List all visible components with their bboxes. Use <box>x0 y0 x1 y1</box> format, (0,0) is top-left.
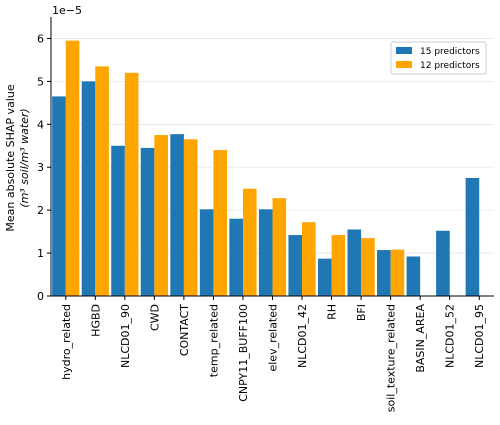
x-tick-label-nlcd01-95: NLCD01_95 <box>473 304 486 368</box>
bar-12-predictors-contact <box>183 139 198 296</box>
legend-frame <box>390 41 487 75</box>
x-tick-label-hydro-related: hydro_related <box>60 304 73 380</box>
legend-swatch-15-predictors <box>396 47 412 54</box>
y-tick-label-1: 1 <box>37 247 44 260</box>
bar-12-predictors-cnpy11-buff100 <box>242 188 257 296</box>
bar-15-predictors-cnpy11-buff100 <box>229 218 243 296</box>
bar-15-predictors-rh <box>317 258 332 296</box>
legend-label-15-predictors: 15 predictors <box>420 47 480 57</box>
y-tick-label-5: 5 <box>37 75 44 88</box>
bar-15-predictors-cwd <box>140 147 155 296</box>
x-tick-label-soil-texture-related: soil_texture_related <box>385 304 398 412</box>
bar-15-predictors-nlcd01-95 <box>465 177 480 296</box>
x-tick-label-rh: RH <box>326 304 339 320</box>
bar-12-predictors-rh <box>331 235 346 296</box>
y-axis-label-line1: Mean absolute SHAP value <box>4 84 17 231</box>
x-tick-label-bfi: BFI <box>355 304 368 321</box>
x-tick-label-contact: CONTACT <box>178 304 191 356</box>
bar-15-predictors-soil-texture-related <box>377 250 391 296</box>
x-tick-label-temp-related: temp_related <box>207 304 220 377</box>
bar-15-predictors-hydro-related <box>52 96 66 297</box>
x-tick-label-basin-area: BASIN_AREA <box>414 304 427 373</box>
x-tick-label-cwd: CWD <box>148 304 161 331</box>
bar-15-predictors-basin-area <box>406 256 421 296</box>
bar-12-predictors-hgbd <box>95 66 109 296</box>
y-tick-label-4: 4 <box>37 118 44 131</box>
bar-15-predictors-hgbd <box>81 81 96 296</box>
x-tick-label-elev-related: elev_related <box>267 304 280 372</box>
bar-marks <box>52 40 480 297</box>
bar-12-predictors-bfi <box>361 238 375 296</box>
legend-label-12-predictors: 12 predictors <box>420 61 480 71</box>
bar-15-predictors-temp-related <box>199 209 214 296</box>
y-tick-label-6: 6 <box>37 32 44 45</box>
bar-15-predictors-nlcd01-42 <box>288 235 303 296</box>
y-tick-label-2: 2 <box>37 204 44 217</box>
x-tick-label-nlcd01-90: NLCD01_90 <box>119 304 132 368</box>
y-tick-label-3: 3 <box>37 161 44 174</box>
bar-15-predictors-nlcd01-52 <box>436 230 450 296</box>
x-axis: hydro_related HGBD NLCD01_90 CWD CONTACT temp… <box>51 295 494 412</box>
y-scale-label: 1e−5 <box>52 4 82 17</box>
legend: 15 predictors 12 predictors <box>390 41 487 75</box>
y-tick-label-0: 0 <box>37 290 44 303</box>
bar-12-predictors-nlcd01-42 <box>302 222 316 296</box>
x-tick-label-hgbd: HGBD <box>89 304 102 337</box>
bar-12-predictors-cwd <box>154 135 168 296</box>
y-axis: 0 1 2 3 4 5 6 <box>37 17 52 303</box>
bar-12-predictors-temp-related <box>213 150 228 296</box>
bar-15-predictors-contact <box>170 134 184 296</box>
x-tick-label-cnpy11-buff100: CNPY11_BUFF100 <box>237 304 250 402</box>
legend-swatch-12-predictors <box>396 61 412 68</box>
x-tick-label-nlcd01-52: NLCD01_52 <box>444 304 457 368</box>
x-tick-label-nlcd01-42: NLCD01_42 <box>296 304 309 368</box>
y-axis-label-line2: (m³ soil/m³ water) <box>18 108 31 207</box>
bar-15-predictors-elev-related <box>258 209 273 296</box>
bar-12-predictors-elev-related <box>272 198 287 296</box>
bar-12-predictors-hydro-related <box>65 40 80 296</box>
bar-12-predictors-soil-texture-related <box>390 249 405 296</box>
bar-15-predictors-bfi <box>347 229 362 296</box>
bar-12-predictors-nlcd01-90 <box>124 72 139 296</box>
bar-15-predictors-nlcd01-90 <box>111 145 125 296</box>
